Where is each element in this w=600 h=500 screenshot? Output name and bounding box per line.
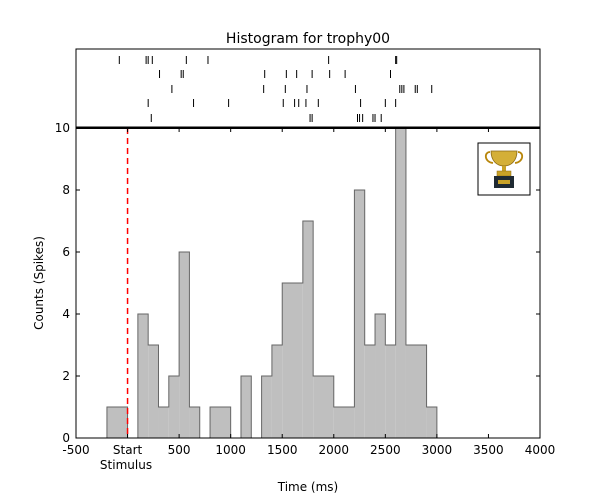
histogram-bar-23 <box>395 128 406 438</box>
histogram-bar-15 <box>282 283 303 438</box>
histogram-bar-17 <box>313 376 334 438</box>
trophy-icon <box>477 142 531 196</box>
stimulus-label: Stimulus <box>100 458 152 472</box>
raster-panel <box>75 48 541 128</box>
y-tick-label-4: 8 <box>62 183 70 197</box>
y-tick-label-2: 4 <box>62 307 70 321</box>
x-tick-label-2: 500 <box>168 443 191 457</box>
x-tick-label-5: 2000 <box>319 443 350 457</box>
histogram-bar-3 <box>148 345 159 438</box>
histogram-bar-2 <box>137 314 149 438</box>
histogram-bar-25 <box>426 407 437 438</box>
y-tick-label-0: 0 <box>62 431 70 445</box>
y-tick-label-5: 10 <box>55 121 70 135</box>
chart-title: Histogram for trophy00 <box>226 31 390 47</box>
x-tick-label-4: 1500 <box>267 443 298 457</box>
histogram-bar-11 <box>240 376 252 438</box>
x-axis-ticks: -500 Start 500 1000 1500 2000 2500 3000 3500 4000 <box>62 128 555 457</box>
histogram-bar-6 <box>179 252 190 438</box>
histogram-bar-16 <box>302 221 314 438</box>
x-tick-label-3: 1000 <box>215 443 246 457</box>
histogram-bars <box>106 127 438 439</box>
x-tick-label-1: Start <box>113 443 143 457</box>
histogram-bar-24 <box>405 345 427 438</box>
histogram-bar-21 <box>375 314 386 438</box>
x-tick-label-6: 2500 <box>370 443 401 457</box>
x-tick-label-8: 3500 <box>473 443 504 457</box>
histogram-bar-22 <box>385 345 396 438</box>
y-tick-label-1: 2 <box>62 369 70 383</box>
histogram-bar-19 <box>354 190 365 438</box>
histogram-outline <box>106 127 438 439</box>
x-tick-label-7: 3000 <box>422 443 453 457</box>
histogram-bar-13 <box>261 376 272 438</box>
histogram-bar-5 <box>168 376 180 438</box>
histogram-bar-18 <box>333 407 355 438</box>
histogram-bar-20 <box>364 345 376 438</box>
x-tick-label-9: 4000 <box>525 443 556 457</box>
raster-spike-ticks <box>118 56 433 122</box>
histogram-bar-4 <box>158 407 169 438</box>
x-axis-label: Time (ms) <box>277 480 339 494</box>
y-axis-ticks: 0 2 4 6 8 10 <box>55 121 540 445</box>
histogram-bar-7 <box>189 407 200 438</box>
x-tick-label-0: -500 <box>62 443 89 457</box>
y-axis-label: Counts (Spikes) <box>32 236 46 330</box>
histogram-bar-9 <box>210 407 231 438</box>
histogram-bar-14 <box>271 345 283 438</box>
y-tick-label-3: 6 <box>62 245 70 259</box>
histogram-bar-0 <box>106 407 128 438</box>
